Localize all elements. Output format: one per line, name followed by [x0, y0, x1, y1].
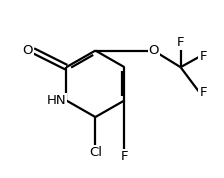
Text: F: F — [177, 36, 184, 49]
Text: F: F — [199, 86, 207, 99]
Text: F: F — [121, 150, 128, 163]
Text: O: O — [23, 44, 33, 57]
Text: F: F — [199, 50, 207, 63]
Text: Cl: Cl — [89, 146, 102, 159]
Text: HN: HN — [47, 94, 66, 107]
Text: O: O — [148, 44, 159, 57]
